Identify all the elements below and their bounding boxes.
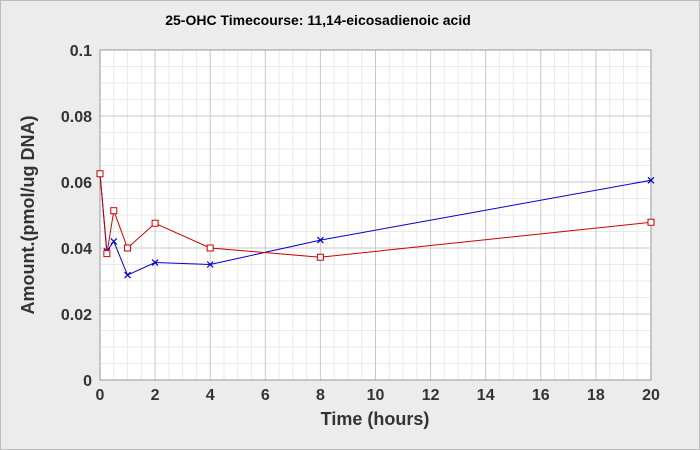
x-tick-label: 0 bbox=[96, 387, 105, 404]
data-point-x bbox=[206, 261, 214, 268]
data-point-square bbox=[316, 253, 324, 261]
x-tick-label: 18 bbox=[587, 387, 605, 404]
data-point-square bbox=[151, 219, 159, 227]
chart-title: 25-OHC Timecourse: 11,14-eicosadienoic a… bbox=[165, 12, 471, 28]
data-point-square bbox=[96, 170, 104, 178]
data-point-x bbox=[124, 271, 131, 279]
x-tick-label: 8 bbox=[316, 387, 325, 404]
x-tick-label: 16 bbox=[532, 387, 550, 404]
y-tick-label: 0.06 bbox=[61, 175, 92, 192]
data-point-x bbox=[151, 259, 159, 266]
plot-border bbox=[99, 49, 652, 381]
x-axis-ticks: 0 2 4 6 8 10 12 14 16 18 20 bbox=[96, 387, 660, 404]
data-point-square bbox=[647, 218, 655, 226]
y-tick-label: 0.02 bbox=[61, 307, 92, 324]
x-axis-label: Time (hours) bbox=[321, 409, 430, 429]
series-2 bbox=[96, 170, 655, 261]
series-line bbox=[99, 173, 652, 258]
y-axis-label: Amount.(pmol/ug DNA) bbox=[18, 116, 38, 315]
x-tick-label: 6 bbox=[261, 387, 270, 404]
data-point-x bbox=[647, 176, 655, 184]
x-tick-label: 12 bbox=[422, 387, 440, 404]
data-point-x bbox=[316, 236, 324, 244]
data-point-x bbox=[110, 237, 118, 245]
y-axis-ticks: 0 0.02 0.04 0.06 0.08 0.1 bbox=[61, 43, 92, 390]
y-tick-label: 0.1 bbox=[70, 43, 92, 60]
data-point-square bbox=[124, 244, 132, 252]
data-point-square bbox=[206, 244, 214, 252]
data-point-square bbox=[103, 250, 111, 258]
y-tick-label: 0.04 bbox=[61, 241, 92, 258]
x-tick-label: 2 bbox=[151, 387, 160, 404]
y-tick-label: 0 bbox=[83, 373, 92, 390]
series-layer bbox=[96, 170, 655, 279]
x-tick-label: 10 bbox=[367, 387, 385, 404]
x-tick-label: 4 bbox=[206, 387, 215, 404]
x-tick-label: 20 bbox=[642, 387, 660, 404]
x-tick-label: 14 bbox=[477, 387, 495, 404]
y-tick-label: 0.08 bbox=[61, 109, 92, 126]
data-point-square bbox=[110, 207, 118, 215]
